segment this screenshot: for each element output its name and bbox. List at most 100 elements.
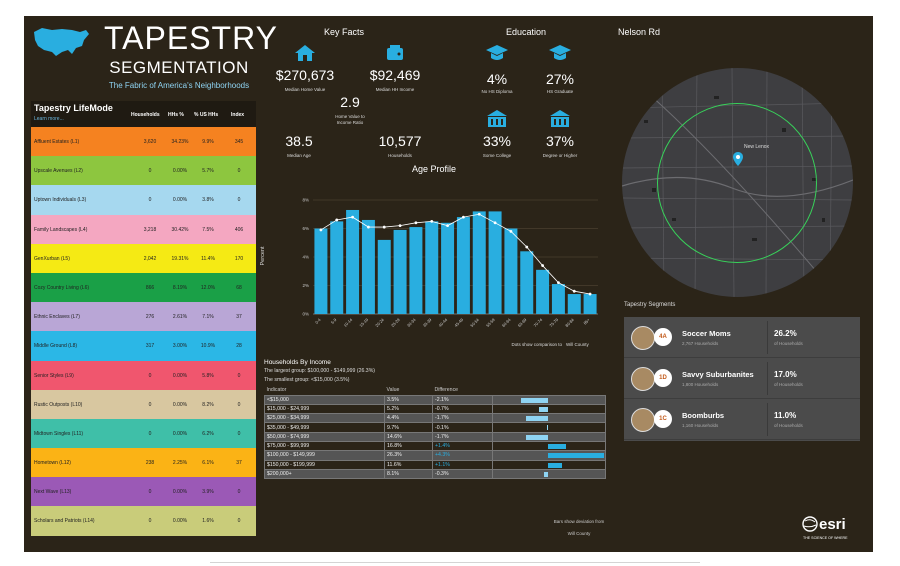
graduation-cap-icon-2 xyxy=(549,45,571,60)
age-y-axis-label: Percent xyxy=(260,246,266,265)
lifemode-us-pct: 6.2% xyxy=(202,430,214,437)
income-indicator: $75,000 - $99,999 xyxy=(264,440,385,452)
comparison-dot xyxy=(493,221,497,225)
segment-pct-label: of Households xyxy=(774,341,803,346)
age-note: Dots show comparison to xyxy=(511,342,562,347)
lifemode-row[interactable]: GenXurban (L5) 2,042 19.31% 11.4% 170 xyxy=(31,243,256,273)
home-to-income-ratio: 2.9 xyxy=(340,94,360,110)
lifemode-header: Tapestry LifeMode Learn more... Househol… xyxy=(31,101,256,127)
income-indicator: $100,000 - $149,999 xyxy=(264,450,385,461)
lifemode-index: 170 xyxy=(234,255,244,262)
subtitle: The Fabric of America's Neighborhoods xyxy=(108,81,250,90)
income-row[interactable]: $35,000 - $49,999 9.7% -0.1% xyxy=(264,422,606,433)
comparison-dot xyxy=(541,264,544,267)
comparison-dot xyxy=(414,221,418,225)
some-college-value: 33% xyxy=(482,133,512,149)
x-tick-label: 35-39 xyxy=(422,317,433,328)
age-bar[interactable] xyxy=(472,211,486,314)
lifemode-hhs-pct: 8.19% xyxy=(172,284,188,291)
age-bar[interactable] xyxy=(409,227,423,314)
lifemode-row[interactable]: Upscale Avenues (L2) 0 0.00% 5.7% 0 xyxy=(31,156,256,186)
esri-globe-icon: esri THE SCIENCE OF WHERE xyxy=(802,516,848,540)
age-bar[interactable] xyxy=(551,284,565,314)
comparison-dot xyxy=(477,212,481,216)
no-hs-diploma-value: 4% xyxy=(486,71,508,87)
income-row[interactable]: $150,000 - $199,999 11.6% +1.1% xyxy=(264,459,606,470)
age-bar[interactable] xyxy=(504,228,518,315)
age-bar[interactable] xyxy=(567,294,581,314)
income-bar-cell xyxy=(492,413,606,424)
income-row[interactable]: $50,000 - $74,999 14.6% -1.7% xyxy=(264,431,606,443)
segment-households: 2,767 Households xyxy=(682,341,719,346)
location-pin-icon[interactable] xyxy=(733,152,743,166)
age-bar[interactable] xyxy=(536,269,550,314)
income-bar-cell xyxy=(492,450,606,461)
lifemode-us-pct: 10.9% xyxy=(200,343,216,350)
lifemode-rows: Affluent Estates (L1) 3,620 34.23% 9.9% 345 U… xyxy=(31,127,256,536)
infographic-panel: TAPESTRY SEGMENTATION The Fabric of Amer… xyxy=(24,16,873,552)
lifemode-row[interactable]: Ethnic Enclaves (L7) 276 2.61% 7.1% 37 xyxy=(31,302,256,332)
income-bar-cell xyxy=(492,431,606,443)
segment-households: 1,160 Households xyxy=(682,423,719,428)
y-tick-label: 2% xyxy=(302,283,309,288)
income-value: 9.7% xyxy=(384,422,433,433)
lifemode-hhs-pct: 34.23% xyxy=(171,139,189,145)
lifemode-us-pct: 7.1% xyxy=(202,314,214,321)
comparison-dot xyxy=(446,224,449,228)
income-deviation-bar xyxy=(544,471,548,477)
y-tick-label: 8% xyxy=(302,198,309,203)
comparison-dot xyxy=(398,224,402,228)
lifemode-row[interactable]: Middle Ground (L8) 317 3.00% 10.9% 28 xyxy=(31,331,256,361)
age-bar[interactable] xyxy=(393,229,407,314)
age-bar[interactable] xyxy=(456,217,470,314)
lifemode-row[interactable]: Midtown Singles (L11) 0 0.00% 6.2% 0 xyxy=(31,418,256,449)
income-diff: -2.1% xyxy=(432,394,493,405)
income-deviation-bar xyxy=(520,397,548,403)
age-bar[interactable] xyxy=(488,211,502,314)
segments-panel: 4A Soccer Moms 2,767 Households 26.2% of Hou… xyxy=(624,317,860,441)
households-count: 10,577 xyxy=(378,133,422,149)
lifemode-row[interactable]: Rustic Outposts (L10) 0 0.00% 8.2% 0 xyxy=(31,389,256,419)
segment-row[interactable]: 1C Boomburbs 1,160 Households 11.0% of House… xyxy=(624,399,860,440)
age-bar[interactable] xyxy=(583,294,597,314)
lifemode-index: 37 xyxy=(236,314,242,321)
lifemode-row[interactable]: Uptown Individuals (L3) 0 0.00% 3.8% 0 xyxy=(31,185,256,215)
lifemode-row[interactable]: Family Landscapes (L4) 3,218 30.42% 7.5% 406 xyxy=(31,214,256,244)
age-bar[interactable] xyxy=(330,221,344,314)
age-bar[interactable] xyxy=(377,239,391,314)
lifemode-row[interactable]: Next Wave (L13) 0 0.00% 3.9% 0 xyxy=(31,477,256,507)
value-header: Value xyxy=(386,387,400,394)
segment-code-badge: 1D xyxy=(654,369,672,387)
x-tick-label: 45-49 xyxy=(453,317,464,328)
age-bar[interactable] xyxy=(314,228,328,315)
segment-code-badge: 4A xyxy=(654,328,672,346)
learn-more-link[interactable]: Learn more... xyxy=(34,116,64,122)
income-row[interactable]: $75,000 - $99,999 16.8% +1.4% xyxy=(264,440,606,452)
age-bar[interactable] xyxy=(520,251,534,314)
income-row[interactable]: $25,000 - $34,999 4.4% -1.7% xyxy=(264,413,606,424)
segment-row[interactable]: 1D Savvy Suburbanites 1,800 Households 17.0… xyxy=(624,358,860,399)
income-row[interactable]: $200,000+ 8.1% -0.3% xyxy=(264,468,606,480)
income-row[interactable]: $15,000 - $24,999 5.2% -0.7% xyxy=(264,403,606,415)
income-row[interactable]: <$15,000 3.5% -2.1% xyxy=(264,394,606,405)
lifemode-row[interactable]: Affluent Estates (L1) 3,620 34.23% 9.9% 345 xyxy=(31,127,256,157)
lifemode-row[interactable]: Senior Styles (L9) 0 0.00% 5.8% 0 xyxy=(31,360,256,390)
lifemode-row[interactable]: Hometown (L12) 238 2.25% 6.1% 37 xyxy=(31,448,256,478)
age-bar[interactable] xyxy=(346,209,360,314)
income-indicator: $50,000 - $74,999 xyxy=(264,431,385,443)
age-bar[interactable] xyxy=(425,221,439,314)
segment-households: 1,800 Households xyxy=(682,382,719,387)
lifemode-index: 0 xyxy=(237,197,241,204)
lifemode-households: 3,218 xyxy=(143,226,157,233)
x-tick-label: 30-34 xyxy=(406,317,417,328)
income-row[interactable]: $100,000 - $149,999 26.3% +4.3% xyxy=(264,450,606,461)
lifemode-name: Upscale Avenues (L2) xyxy=(34,168,83,175)
hs-graduate-value: 27% xyxy=(545,71,575,87)
median-hh-income: $92,469 xyxy=(369,67,421,83)
lifemode-row[interactable]: Cozy Country Living (L6) 866 8.19% 12.0% 68 xyxy=(31,272,256,303)
age-bar[interactable] xyxy=(361,219,375,314)
median-hh-income-label: Median HH Income xyxy=(375,87,415,92)
segment-row[interactable]: 4A Soccer Moms 2,767 Households 26.2% of Hou… xyxy=(624,317,860,358)
lifemode-row[interactable]: Scholars and Patriots (L14) 0 0.00% 1.6% 0 xyxy=(31,506,256,536)
age-bar[interactable] xyxy=(441,222,455,314)
